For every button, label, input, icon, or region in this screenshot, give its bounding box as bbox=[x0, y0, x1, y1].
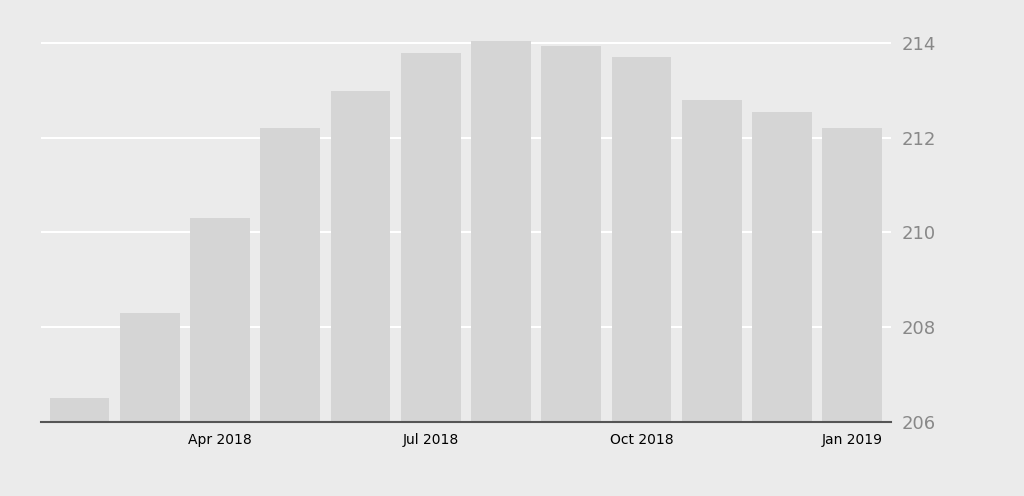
Bar bbox=[50, 398, 110, 422]
Bar bbox=[190, 218, 250, 422]
Bar bbox=[471, 41, 530, 422]
Bar bbox=[120, 313, 179, 422]
Bar bbox=[401, 53, 461, 422]
Bar bbox=[260, 128, 321, 422]
Bar bbox=[822, 128, 882, 422]
Bar bbox=[682, 100, 741, 422]
Bar bbox=[542, 46, 601, 422]
Bar bbox=[611, 58, 672, 422]
Bar bbox=[753, 112, 812, 422]
Bar bbox=[331, 91, 390, 422]
